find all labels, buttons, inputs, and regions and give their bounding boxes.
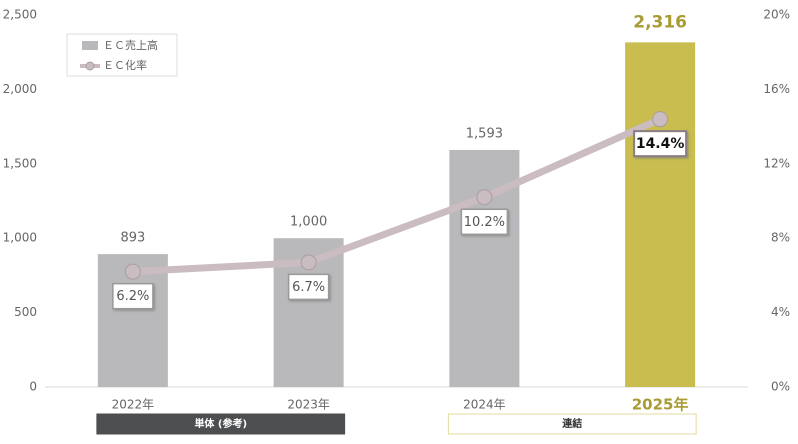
bar-value-label: 1,000: [290, 215, 327, 230]
legend-label: ＥＣ売上高: [103, 38, 158, 52]
y-tick-label: 0: [29, 380, 37, 394]
group-label: 連結: [562, 417, 582, 430]
x-tick-label: 2025年: [632, 396, 689, 414]
line-value-label: 10.2%: [464, 215, 505, 230]
line: [132, 115, 662, 276]
bar-value-label: 1,593: [466, 126, 503, 141]
bar-value-label: 893: [120, 231, 145, 246]
line-marker: [652, 111, 669, 128]
y2-tick-label: 12%: [763, 156, 790, 170]
y-tick-label: 1,000: [3, 231, 37, 245]
y-tick-label: 1,500: [3, 156, 37, 170]
legend-marker: [85, 61, 95, 71]
bar-value-label: 2,316: [633, 12, 687, 32]
line-marker: [300, 254, 317, 271]
group-label: 単体 (参考): [194, 417, 247, 430]
bar: [625, 42, 696, 387]
line-value-label: 6.7%: [292, 280, 325, 295]
y2-tick-label: 0%: [771, 380, 790, 394]
legend-label: ＥＣ化率: [103, 58, 147, 72]
line-marker: [476, 189, 493, 206]
x-tick-label: 2022年: [112, 398, 155, 412]
x-tick-label: 2024年: [463, 398, 506, 412]
line-label-box: [633, 130, 688, 158]
line-label-box: [112, 282, 154, 310]
y-tick-label: 500: [14, 305, 37, 319]
y2-tick-label: 4%: [771, 305, 790, 319]
group-box: [96, 413, 346, 435]
y2-tick-label: 16%: [763, 82, 790, 96]
y-tick-label: 2,500: [3, 8, 37, 22]
line-label-box: [287, 273, 330, 301]
line-value-label: 6.2%: [116, 289, 149, 304]
x-tick-label: 2023年: [287, 398, 330, 412]
y2-tick-label: 8%: [771, 231, 790, 245]
y2-tick-label: 20%: [763, 8, 790, 22]
y-tick-label: 2,000: [3, 82, 37, 96]
line-value-label: 14.4%: [636, 136, 685, 152]
line-marker: [124, 263, 141, 280]
legend-swatch: [82, 41, 98, 50]
group-box: [447, 413, 697, 435]
line-label-box: [460, 208, 509, 236]
